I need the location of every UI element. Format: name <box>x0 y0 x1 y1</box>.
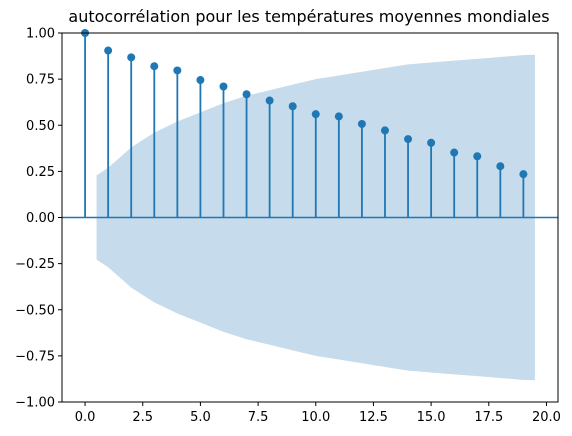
acf-point <box>334 112 343 121</box>
x-tick-label: 2.5 <box>132 410 153 425</box>
y-tick-label: 0.50 <box>26 119 55 134</box>
acf-point <box>242 90 251 99</box>
acf-point <box>380 126 389 135</box>
acf-point <box>265 96 274 105</box>
acf-point <box>427 138 436 147</box>
x-tick-label: 5.0 <box>190 410 211 425</box>
acf-point <box>196 76 205 85</box>
chart-title: autocorrélation pour les températures mo… <box>68 7 549 26</box>
acf-point <box>519 170 528 179</box>
x-tick-label: 17.5 <box>474 410 503 425</box>
y-tick-label: 0.75 <box>26 73 55 88</box>
x-tick-label: 0.0 <box>75 410 96 425</box>
x-tick-label: 20.0 <box>532 410 561 425</box>
acf-point <box>473 152 482 161</box>
acf-point <box>311 110 320 119</box>
x-tick-label: 10.0 <box>301 410 330 425</box>
acf-point <box>357 119 366 128</box>
acf-point <box>173 66 182 75</box>
acf-point <box>404 135 413 144</box>
acf-point <box>288 102 297 111</box>
acf-point <box>127 53 136 62</box>
plot-area <box>62 29 558 381</box>
x-tick-label: 12.5 <box>359 410 388 425</box>
axes: 0.0 2.5 5.0 7.5 10.0 12.5 15.0 17.5 20.0 −1.00 −0.… <box>15 27 561 426</box>
y-tick-label: −0.50 <box>15 303 55 318</box>
y-tick-label: 0.25 <box>26 165 55 180</box>
y-tick-label: −0.75 <box>15 349 55 364</box>
acf-point <box>150 62 159 71</box>
acf-point <box>496 162 505 171</box>
y-tick-label: 1.00 <box>26 27 55 42</box>
y-tick-label: −1.00 <box>15 396 55 411</box>
acf-point <box>450 148 459 157</box>
x-tick-label: 7.5 <box>248 410 269 425</box>
acf-point <box>219 82 228 91</box>
acf-point <box>104 46 113 55</box>
y-tick-label: 0.00 <box>26 211 55 226</box>
y-tick-label: −0.25 <box>15 257 55 272</box>
x-tick-label: 15.0 <box>417 410 446 425</box>
